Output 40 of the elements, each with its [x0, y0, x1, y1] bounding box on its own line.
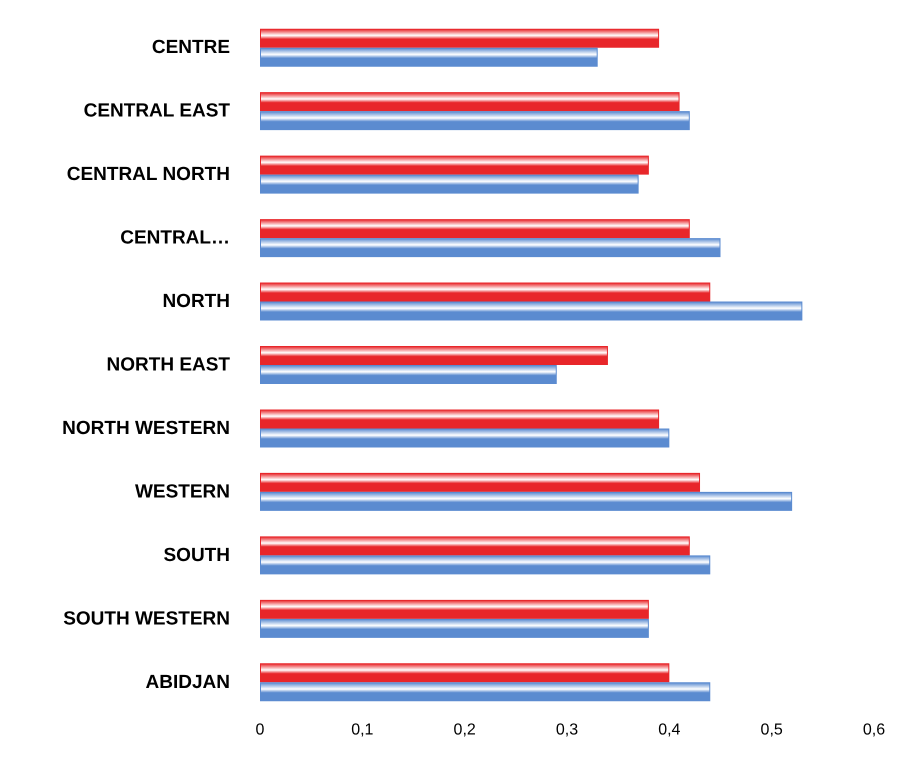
- bar: [260, 555, 710, 574]
- x-tick-label: 0,5: [760, 722, 783, 738]
- bar: [260, 282, 710, 302]
- bar: [260, 28, 660, 48]
- bar: [260, 365, 557, 384]
- bar: [260, 346, 608, 365]
- bar: [260, 682, 710, 702]
- y-tick-label: SOUTH: [164, 544, 230, 566]
- y-tick-label: ABIDJAN: [146, 672, 230, 693]
- y-tick-label: WESTERN: [135, 481, 230, 502]
- bar: [260, 492, 792, 511]
- bar: [260, 238, 720, 258]
- x-tick-label: 0: [256, 722, 265, 738]
- bar: [260, 302, 802, 321]
- bar: [260, 219, 690, 238]
- x-tick-label: 0,2: [454, 722, 476, 738]
- bar: [260, 663, 670, 682]
- y-tick-label: CENTRAL NORTH: [66, 164, 230, 186]
- y-tick-label: SOUTH WESTERN: [63, 608, 230, 630]
- bar: [260, 111, 690, 130]
- bar: [260, 409, 660, 428]
- bar: [260, 156, 649, 175]
- y-tick-label: NORTH: [162, 291, 230, 312]
- y-tick-label: CENTRAL…: [120, 228, 230, 249]
- x-tick-label: 0,4: [658, 722, 681, 738]
- bar: [260, 536, 690, 556]
- bar: [260, 428, 670, 448]
- bar: [260, 600, 649, 619]
- x-tick-label: 0,3: [556, 722, 578, 738]
- bar: [260, 174, 639, 194]
- bar: [260, 472, 700, 492]
- x-tick-label: 0,1: [351, 722, 374, 738]
- bar: [260, 92, 680, 112]
- x-tick-label: 0,6: [862, 722, 886, 738]
- y-tick-label: NORTH EAST: [106, 354, 230, 376]
- y-tick-label: CENTRAL EAST: [84, 100, 230, 122]
- y-tick-label: NORTH WESTERN: [62, 418, 230, 439]
- bar: [260, 618, 649, 638]
- bar: [260, 48, 598, 67]
- y-tick-label: CENTRE: [152, 37, 230, 58]
